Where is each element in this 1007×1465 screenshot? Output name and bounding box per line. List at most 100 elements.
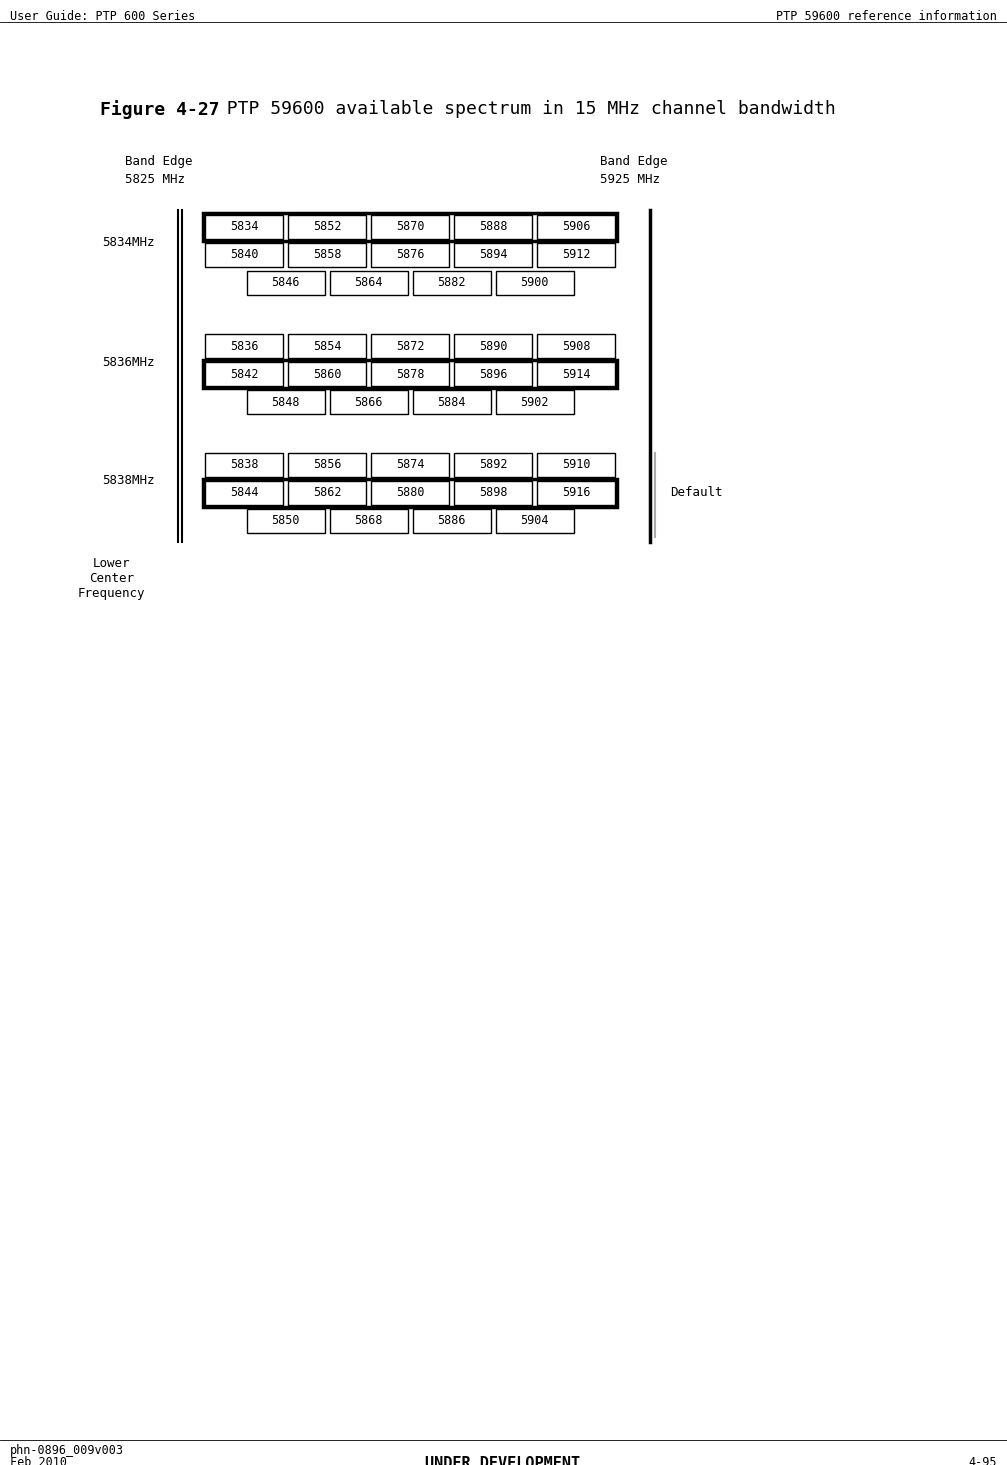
Bar (454, 453, 532, 478)
Bar (454, 334, 532, 357)
Bar (247, 390, 324, 415)
Text: 5868: 5868 (354, 514, 383, 527)
Text: 5925 MHz: 5925 MHz (600, 173, 660, 186)
Text: 5882: 5882 (437, 277, 466, 290)
Text: 5862: 5862 (313, 486, 341, 500)
Text: Band Edge: Band Edge (600, 155, 668, 168)
Bar (495, 390, 574, 415)
Text: 5894: 5894 (478, 249, 508, 261)
Text: 5890: 5890 (478, 340, 508, 353)
Bar (205, 362, 283, 385)
Bar (495, 271, 574, 294)
Text: 5836MHz: 5836MHz (103, 356, 155, 369)
Text: 5884: 5884 (437, 396, 466, 409)
Text: 5834: 5834 (230, 221, 258, 233)
Text: 5852: 5852 (313, 221, 341, 233)
Text: 5904: 5904 (521, 514, 549, 527)
Text: Lower
Center
Frequency: Lower Center Frequency (78, 557, 145, 601)
Text: 5858: 5858 (313, 249, 341, 261)
Bar (371, 215, 449, 239)
Bar (203, 360, 617, 388)
Bar (329, 271, 408, 294)
Text: 5834MHz: 5834MHz (103, 236, 155, 249)
Text: 5850: 5850 (271, 514, 300, 527)
Bar (454, 243, 532, 267)
Bar (371, 453, 449, 478)
Text: 5844: 5844 (230, 486, 258, 500)
Text: Band Edge: Band Edge (125, 155, 192, 168)
Text: PTP 59600 available spectrum in 15 MHz channel bandwidth: PTP 59600 available spectrum in 15 MHz c… (205, 100, 836, 119)
Text: 5854: 5854 (313, 340, 341, 353)
Bar (247, 508, 324, 533)
Bar (413, 271, 490, 294)
Text: 5874: 5874 (396, 459, 424, 472)
Text: 5914: 5914 (562, 368, 590, 381)
Bar (288, 243, 366, 267)
Text: 5840: 5840 (230, 249, 258, 261)
Bar (203, 212, 617, 242)
Bar (205, 334, 283, 357)
Text: 5866: 5866 (354, 396, 383, 409)
Text: 5896: 5896 (478, 368, 508, 381)
Bar (205, 243, 283, 267)
Bar (329, 390, 408, 415)
Bar (537, 453, 615, 478)
Text: Feb 2010: Feb 2010 (10, 1456, 67, 1465)
Bar (454, 215, 532, 239)
Text: 5912: 5912 (562, 249, 590, 261)
Text: 5838: 5838 (230, 459, 258, 472)
Text: Default: Default (670, 486, 722, 500)
Bar (288, 481, 366, 505)
Bar (371, 334, 449, 357)
Bar (537, 243, 615, 267)
Text: 5892: 5892 (478, 459, 508, 472)
Text: 5886: 5886 (437, 514, 466, 527)
Bar (205, 453, 283, 478)
Text: 5888: 5888 (478, 221, 508, 233)
Bar (413, 508, 490, 533)
Bar (288, 453, 366, 478)
Bar (288, 362, 366, 385)
Bar (537, 215, 615, 239)
Text: Figure 4-27: Figure 4-27 (100, 100, 220, 119)
Text: 5846: 5846 (271, 277, 300, 290)
Bar (454, 481, 532, 505)
Bar (205, 481, 283, 505)
Text: 5860: 5860 (313, 368, 341, 381)
Bar (288, 215, 366, 239)
Text: 5838MHz: 5838MHz (103, 475, 155, 488)
Text: 5880: 5880 (396, 486, 424, 500)
Text: 5902: 5902 (521, 396, 549, 409)
Text: UNDER DEVELOPMENT: UNDER DEVELOPMENT (425, 1456, 581, 1465)
Text: 5878: 5878 (396, 368, 424, 381)
Bar (371, 243, 449, 267)
Text: 5898: 5898 (478, 486, 508, 500)
Text: 5876: 5876 (396, 249, 424, 261)
Bar (371, 362, 449, 385)
Text: 5842: 5842 (230, 368, 258, 381)
Text: User Guide: PTP 600 Series: User Guide: PTP 600 Series (10, 10, 195, 23)
Bar (371, 481, 449, 505)
Text: 5870: 5870 (396, 221, 424, 233)
Text: 5836: 5836 (230, 340, 258, 353)
Bar (205, 215, 283, 239)
Text: 4-95: 4-95 (969, 1456, 997, 1465)
Bar (537, 362, 615, 385)
Bar (537, 481, 615, 505)
Text: 5908: 5908 (562, 340, 590, 353)
Bar (247, 271, 324, 294)
Text: 5848: 5848 (271, 396, 300, 409)
Bar (454, 362, 532, 385)
Bar (203, 479, 617, 507)
Text: 5916: 5916 (562, 486, 590, 500)
Text: 5910: 5910 (562, 459, 590, 472)
Text: PTP 59600 reference information: PTP 59600 reference information (776, 10, 997, 23)
Bar (329, 508, 408, 533)
Bar (495, 508, 574, 533)
Bar (413, 390, 490, 415)
Text: 5825 MHz: 5825 MHz (125, 173, 185, 186)
Text: 5900: 5900 (521, 277, 549, 290)
Text: 5906: 5906 (562, 221, 590, 233)
Bar (288, 334, 366, 357)
Bar (537, 334, 615, 357)
